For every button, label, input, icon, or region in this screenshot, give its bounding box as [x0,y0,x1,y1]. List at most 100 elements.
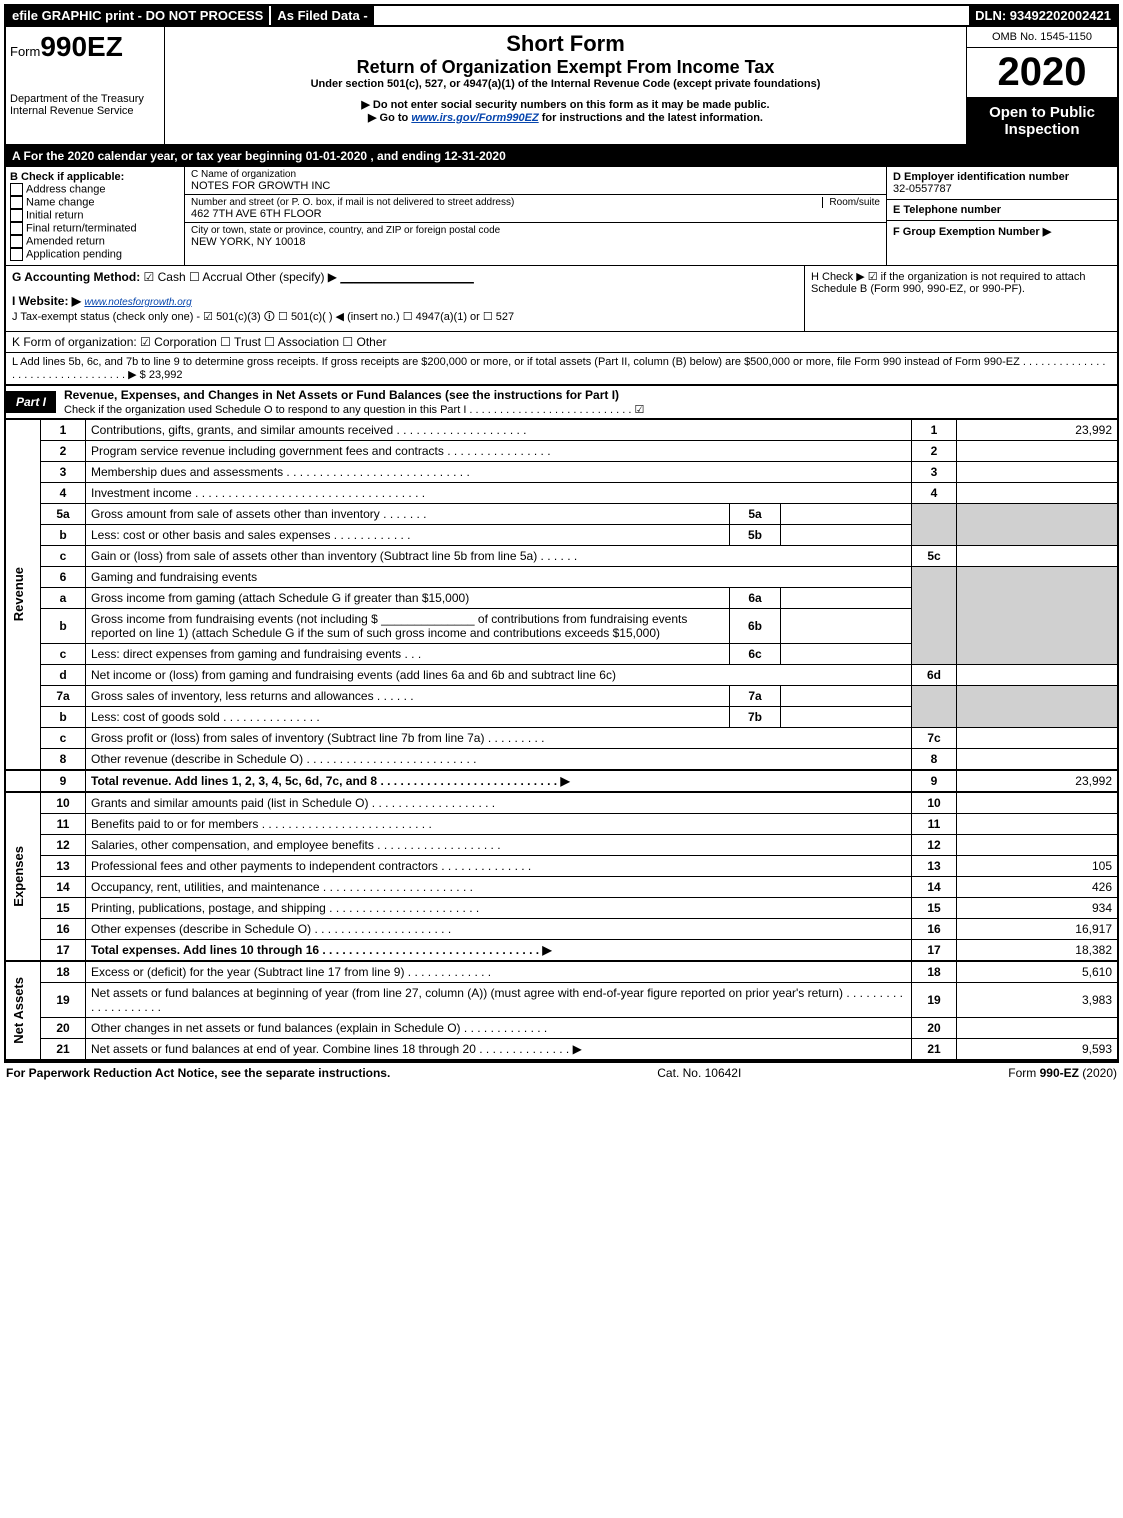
g-label: G Accounting Method: [12,270,140,284]
c-label: C Name of organization [191,169,880,180]
table-row: Expenses 10Grants and similar amounts pa… [5,792,1118,814]
irs-label: Internal Revenue Service [10,105,160,117]
part1-header: Part I Revenue, Expenses, and Changes in… [4,385,1119,419]
table-row: 4Investment income . . . . . . . . . . .… [5,483,1118,504]
table-row: 7aGross sales of inventory, less returns… [5,686,1118,707]
part1-sub: Check if the organization used Schedule … [64,404,644,416]
table-row: 13Professional fees and other payments t… [5,856,1118,877]
table-row: 2Program service revenue including gover… [5,441,1118,462]
line-k: K Form of organization: ☑ Corporation ☐ … [4,332,1119,353]
table-row: 11Benefits paid to or for members . . . … [5,814,1118,835]
header-mid: Short Form Return of Organization Exempt… [165,27,966,144]
table-row: dNet income or (loss) from gaming and fu… [5,665,1118,686]
dept-treasury: Department of the Treasury [10,93,160,105]
part1-title: Revenue, Expenses, and Changes in Net As… [56,386,1117,418]
table-row: 9Total revenue. Add lines 1, 2, 3, 4, 5c… [5,770,1118,792]
entity-block: B Check if applicable: Address change Na… [4,167,1119,266]
short-form-title: Short Form [173,31,958,57]
g-opts: ☑ Cash ☐ Accrual Other (specify) ▶ [144,270,337,284]
note2-a: ▶ Go to [368,112,411,124]
addr-label: Number and street (or P. O. box, if mail… [191,197,514,208]
d-ein: D Employer identification number 32-0557… [887,167,1117,200]
note2-b: for instructions and the latest informat… [539,112,763,124]
side-revenue: Revenue [11,567,26,621]
main-title: Return of Organization Exempt From Incom… [173,57,958,78]
irs-link[interactable]: www.irs.gov/Form990EZ [411,112,538,124]
line-h: H Check ▶ ☑ if the organization is not r… [804,266,1117,331]
efile-label: efile GRAPHIC print - DO NOT PROCESS [6,6,269,25]
f-label: F Group Exemption Number ▶ [893,226,1051,238]
table-row: Revenue 1 Contributions, gifts, grants, … [5,420,1118,441]
table-row: cGross profit or (loss) from sales of in… [5,728,1118,749]
form-header: Form990EZ Department of the Treasury Int… [4,27,1119,146]
line-l: L Add lines 5b, 6c, and 7b to line 9 to … [4,353,1119,385]
e-phone: E Telephone number [887,200,1117,221]
d-label: D Employer identification number [893,171,1111,183]
table-row: 21Net assets or fund balances at end of … [5,1039,1118,1061]
table-row: 5aGross amount from sale of assets other… [5,504,1118,525]
lines-table: Revenue 1 Contributions, gifts, grants, … [4,419,1119,1061]
as-filed-label: As Filed Data - [269,6,373,25]
city-label: City or town, state or province, country… [191,225,880,236]
table-row: 14Occupancy, rent, utilities, and mainte… [5,877,1118,898]
table-row: 19Net assets or fund balances at beginni… [5,983,1118,1018]
c-name: C Name of organization NOTES FOR GROWTH … [185,167,886,195]
website-link[interactable]: www.notesforgrowth.org [84,297,191,308]
note-ssn: ▶ Do not enter social security numbers o… [173,98,958,111]
block-def: D Employer identification number 32-0557… [886,167,1117,265]
i-label: I Website: ▶ [12,294,81,308]
subtitle: Under section 501(c), 527, or 4947(a)(1)… [173,78,958,90]
g-underline: ____________________ [340,270,473,284]
tax-year: 2020 [967,48,1117,98]
table-row: 12Salaries, other compensation, and empl… [5,835,1118,856]
line-a: A For the 2020 calendar year, or tax yea… [4,146,1119,167]
table-row: 6Gaming and fundraising events [5,567,1118,588]
d-value: 32-0557787 [893,183,1111,195]
form-prefix: Form [10,44,40,59]
dln-label: DLN: 93492202002421 [969,6,1117,25]
c-value: NOTES FOR GROWTH INC [191,180,880,192]
part1-tag: Part I [6,391,56,413]
table-row: 8Other revenue (describe in Schedule O) … [5,749,1118,771]
cb-initial[interactable]: Initial return [10,209,180,222]
e-label: E Telephone number [893,204,1111,216]
open-public-badge: Open to Public Inspection [967,98,1117,144]
table-row: 15Printing, publications, postage, and s… [5,898,1118,919]
omb-number: OMB No. 1545-1150 [967,27,1117,48]
header-right: OMB No. 1545-1150 2020 Open to Public In… [966,27,1117,144]
cb-address[interactable]: Address change [10,183,180,196]
c-address: Number and street (or P. O. box, if mail… [185,195,886,223]
table-row: 17Total expenses. Add lines 10 through 1… [5,940,1118,962]
note-link: ▶ Go to www.irs.gov/Form990EZ for instru… [173,111,958,124]
top-blank [374,6,969,25]
page-footer: For Paperwork Reduction Act Notice, see … [4,1061,1119,1083]
addr-value: 462 7TH AVE 6TH FLOOR [191,208,880,220]
room-label: Room/suite [822,197,880,208]
footer-right: Form 990-EZ (2020) [1008,1066,1117,1080]
cb-pending[interactable]: Application pending [10,248,180,261]
line-j: J Tax-exempt status (check only one) - ☑… [12,308,798,327]
cb-amended[interactable]: Amended return [10,235,180,248]
form-990ez: 990EZ [40,31,123,62]
f-group: F Group Exemption Number ▶ [887,221,1117,242]
cb-name[interactable]: Name change [10,196,180,209]
cb-final[interactable]: Final return/terminated [10,222,180,235]
table-row: cGain or (loss) from sale of assets othe… [5,546,1118,567]
block-c: C Name of organization NOTES FOR GROWTH … [185,167,886,265]
block-b-title: B Check if applicable: [10,171,180,183]
city-value: NEW YORK, NY 10018 [191,236,880,248]
c-city: City or town, state or province, country… [185,223,886,250]
line-i: I Website: ▶ www.notesforgrowth.org [12,294,798,308]
table-row: 16Other expenses (describe in Schedule O… [5,919,1118,940]
table-row: 20Other changes in net assets or fund ba… [5,1018,1118,1039]
form-number: Form990EZ [10,31,160,63]
header-left: Form990EZ Department of the Treasury Int… [6,27,165,144]
top-bar: efile GRAPHIC print - DO NOT PROCESS As … [4,4,1119,27]
footer-left: For Paperwork Reduction Act Notice, see … [6,1066,390,1080]
table-row: 3Membership dues and assessments . . . .… [5,462,1118,483]
block-b: B Check if applicable: Address change Na… [6,167,185,265]
footer-mid: Cat. No. 10642I [657,1066,741,1080]
side-expenses: Expenses [11,846,26,907]
table-row: Net Assets 18Excess or (deficit) for the… [5,961,1118,983]
line-gh: G Accounting Method: ☑ Cash ☐ Accrual Ot… [4,266,1119,332]
